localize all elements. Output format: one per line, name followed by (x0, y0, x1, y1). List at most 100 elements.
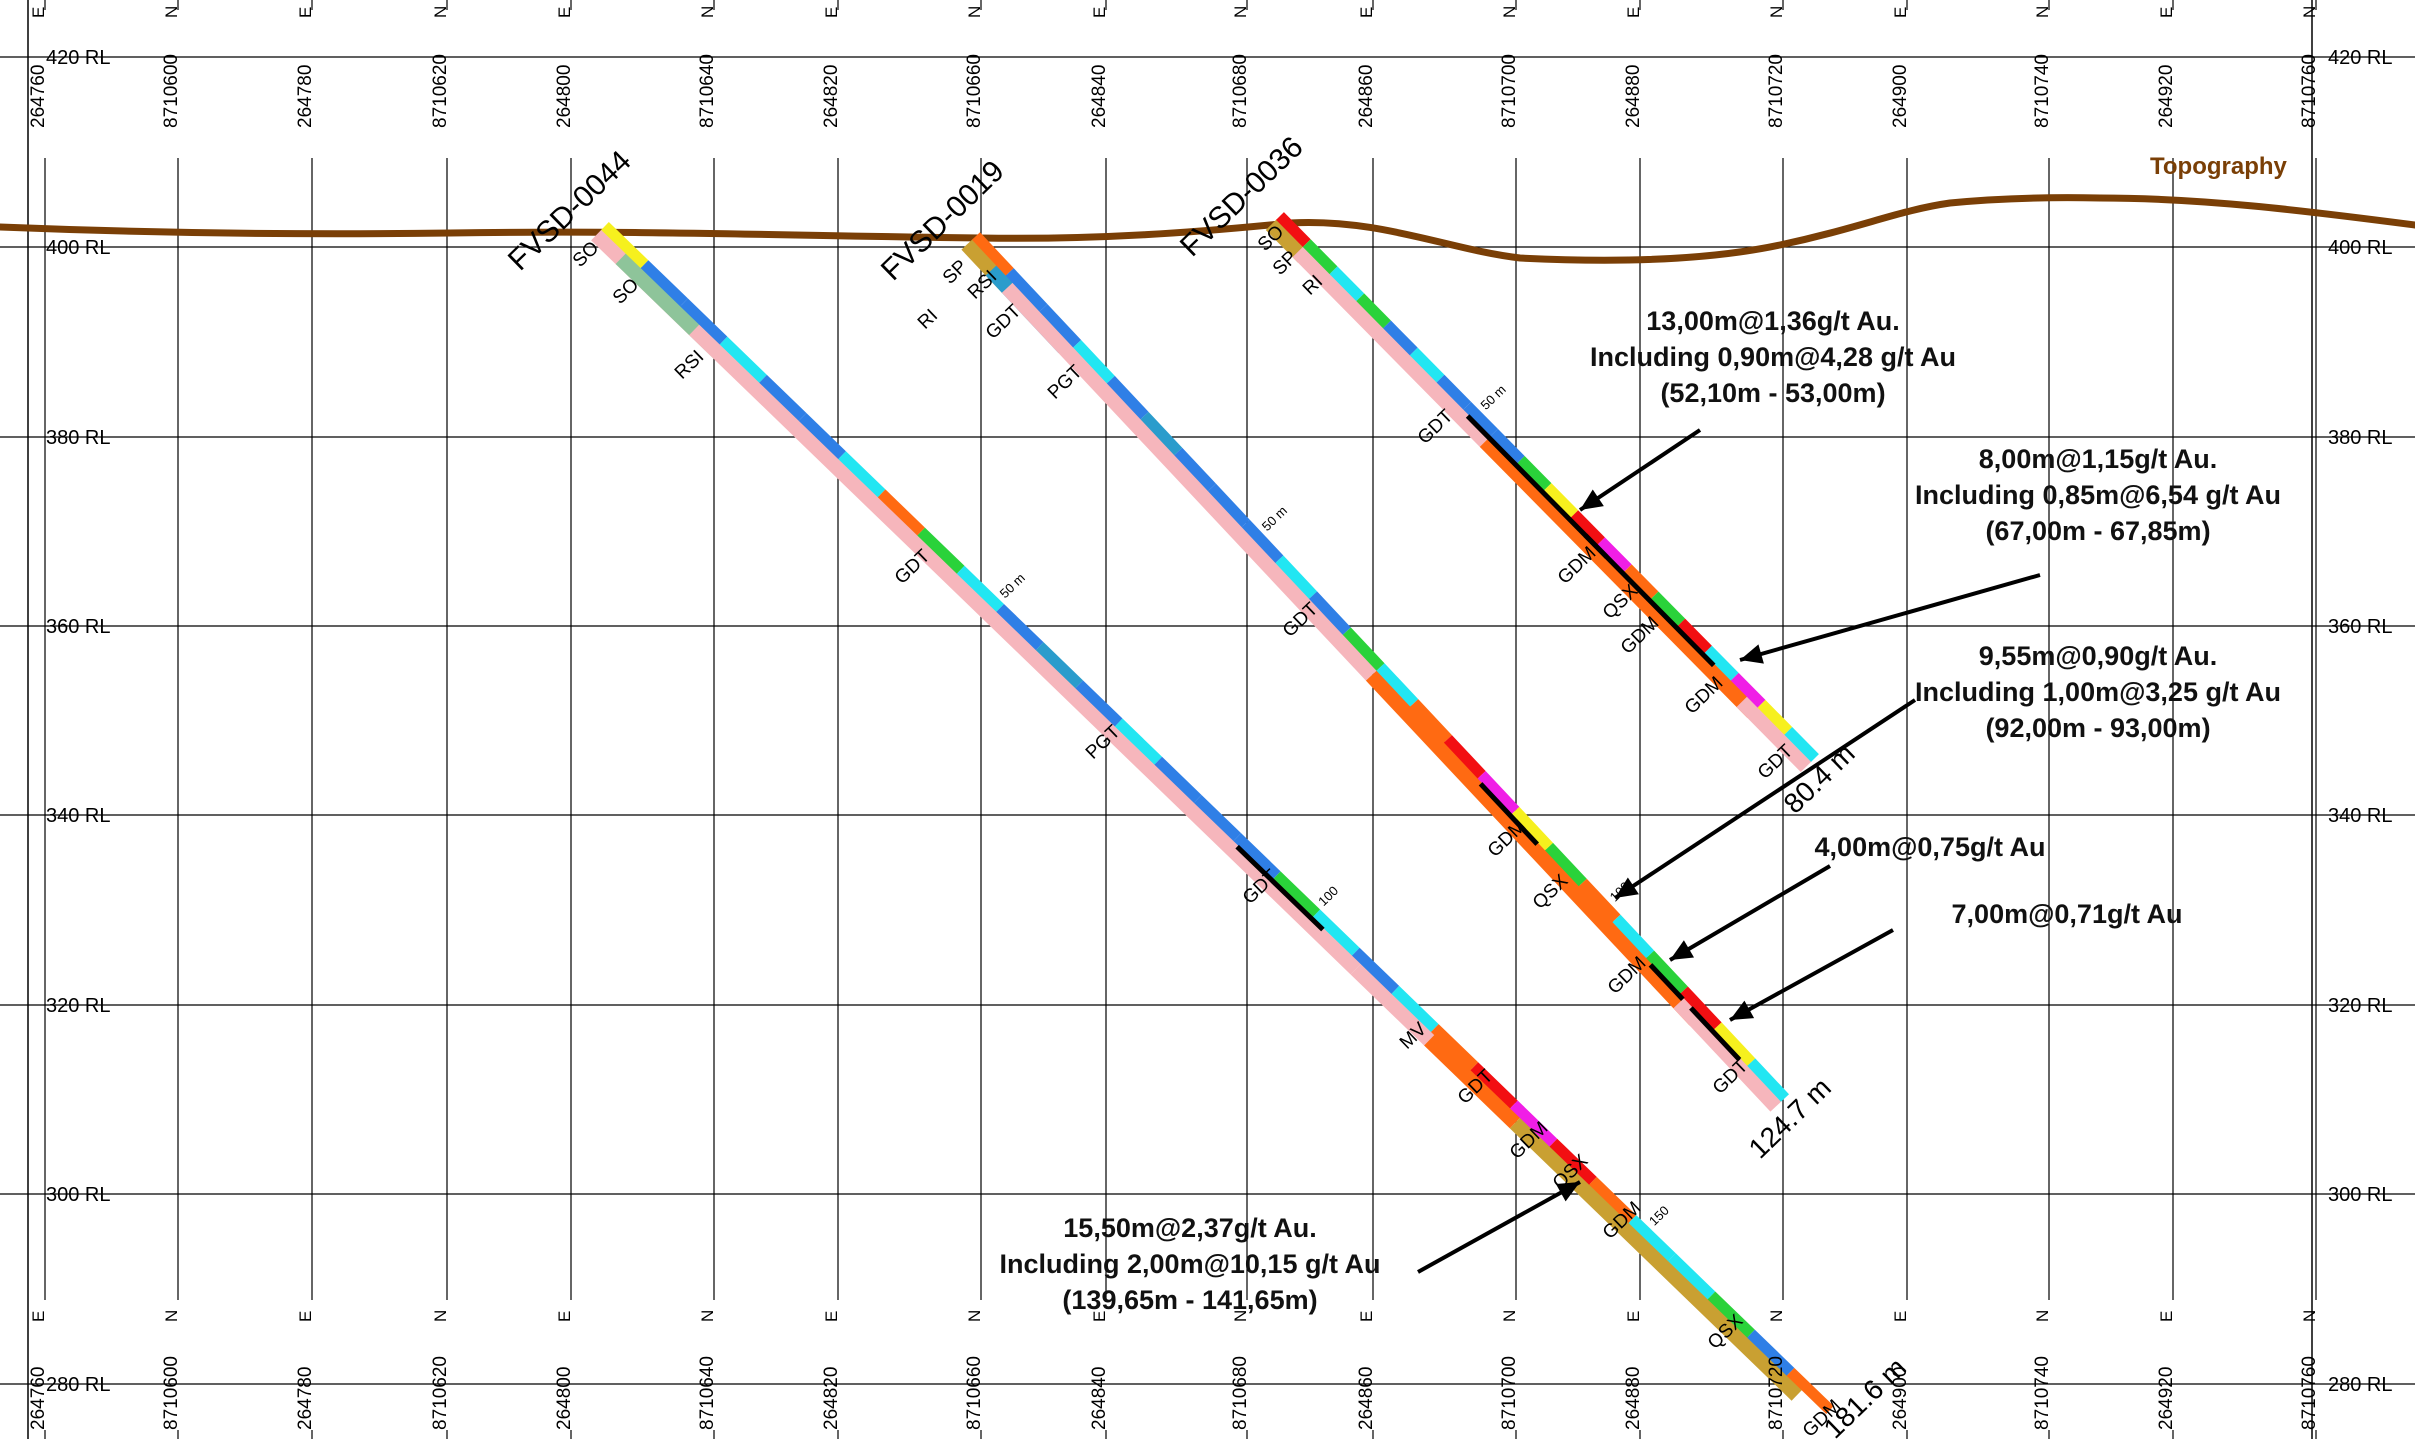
coord-label-top: 264880 (1623, 65, 1644, 128)
coord-label-bottom: 8710640 (697, 1356, 718, 1430)
annotation-line: 4,00m@0,75g/t Au (1815, 832, 2046, 862)
coord-dir-bottom: N (2300, 1310, 2319, 1322)
assay-segment (601, 222, 649, 269)
coord-label-top: 264800 (554, 65, 575, 128)
rl-label-left: 300 RL (46, 1184, 111, 1206)
intercept-highlight (1689, 1006, 1742, 1062)
coord-dir-bottom: N (1231, 1310, 1250, 1322)
coord-dir-top: N (431, 6, 450, 18)
intercept-annotation: 15,50m@2,37g/t Au. Including 2,00m@10,15 … (1000, 1180, 1581, 1315)
coord-dir-bottom: N (1500, 1310, 1519, 1322)
assay-segment (1431, 1024, 1479, 1071)
coord-dir-top: E (1624, 7, 1643, 18)
coord-dir-bottom: E (822, 1311, 841, 1322)
coord-label-bottom: 264860 (1356, 1367, 1377, 1430)
coord-dir-bottom: E (2157, 1311, 2176, 1322)
coord-label-top: 264900 (1890, 65, 1911, 128)
annotation-line: Including 0,90m@4,28 g/t Au (1590, 342, 1956, 372)
rl-label-right: 340 RL (2328, 805, 2393, 827)
coord-label-bottom: 8710680 (1230, 1356, 1251, 1430)
topography-surface (0, 194, 2415, 264)
coord-dir-bottom: N (431, 1310, 450, 1322)
assay-segment (1342, 627, 1385, 671)
coord-label-bottom: 8710720 (1766, 1356, 1787, 1430)
topography-label: Topography (2150, 153, 2288, 180)
coord-label-top: 264820 (821, 65, 842, 128)
rl-label-right: 400 RL (2328, 237, 2393, 259)
assay-segment (1039, 304, 1082, 348)
rl-label-left: 320 RL (46, 995, 111, 1017)
intercept-highlight (1478, 782, 1540, 846)
coord-dir-bottom: E (555, 1311, 574, 1322)
coord-label-top: 264840 (1089, 65, 1110, 128)
coord-label-bottom: 264840 (1089, 1367, 1110, 1430)
assay-segment (1391, 985, 1439, 1033)
coord-label-bottom: 8710760 (2299, 1356, 2320, 1430)
intercept-annotations: 13,00m@1,36g/t Au. Including 0,90m@4,28 g… (1000, 306, 2281, 1315)
coord-dir-top: N (162, 6, 181, 18)
annotation-line: 7,00m@0,71g/t Au (1952, 899, 2183, 929)
intercept-annotation: 13,00m@1,36g/t Au. Including 0,90m@4,28 g… (1578, 306, 1956, 512)
assay-segment (1470, 1062, 1518, 1109)
assay-segment (838, 451, 886, 498)
coord-dir-top: N (1500, 6, 1519, 18)
arrowhead-icon (1670, 940, 1695, 960)
intercept-highlight (1465, 414, 1609, 559)
assay-segment (1570, 510, 1605, 546)
assay-segment (1463, 401, 1498, 437)
annotation-line: (92,00m - 93,00m) (1985, 713, 2210, 743)
coord-label-top: 8710680 (1230, 54, 1251, 128)
assay-segment (1275, 555, 1318, 599)
assay-segment (1477, 770, 1520, 815)
annotation-arrow (1613, 698, 1917, 900)
coord-dir-bottom: N (698, 1310, 717, 1322)
intercept-annotation: 8,00m@1,15g/t Au. Including 0,85m@6,54 g/… (1739, 444, 2281, 664)
assay-segment (1713, 1022, 1756, 1066)
coord-label-top: 8710700 (1499, 54, 1520, 128)
assay-segment (1747, 1329, 1795, 1376)
arrowhead-icon (1555, 1182, 1580, 1202)
coord-label-bottom: 264920 (2156, 1367, 2177, 1430)
assay-segment (1193, 794, 1242, 842)
assay-segment (1436, 374, 1472, 410)
coord-label-top: 8710720 (1766, 54, 1787, 128)
assay-segment (877, 489, 925, 536)
coord-dir-bottom: N (162, 1310, 181, 1322)
rl-label-right: 380 RL (2328, 427, 2393, 449)
coord-label-bottom: 8710620 (430, 1356, 451, 1430)
lithology-ribbon (1424, 1033, 1521, 1129)
coord-label-bottom: 8710700 (1499, 1356, 1520, 1430)
intercept-annotation: 4,00m@0,75g/t Au (1668, 832, 2046, 962)
annotation-line: 13,00m@1,36g/t Au. (1646, 306, 1899, 336)
coord-label-top: 8710740 (2032, 54, 2053, 128)
rl-label-left: 360 RL (46, 616, 111, 638)
coord-dir-top: E (29, 7, 48, 18)
coord-label-bottom: 264900 (1890, 1367, 1911, 1430)
coord-label-top: 8710640 (697, 54, 718, 128)
annotation-line: Including 0,85m@6,54 g/t Au (1915, 480, 2281, 510)
coord-dir-top: E (1891, 7, 1910, 18)
rl-label-left: 280 RL (46, 1374, 111, 1396)
coord-dir-bottom: E (29, 1311, 48, 1322)
assay-segment (1646, 950, 1688, 995)
annotation-line: (67,00m - 67,85m) (1985, 516, 2210, 546)
coord-dir-bottom: E (1090, 1311, 1109, 1322)
assay-segment (1516, 456, 1552, 491)
coord-dir-bottom: N (965, 1310, 984, 1322)
coord-label-bottom: 8710740 (2032, 1356, 2053, 1430)
arrowhead-icon (1740, 644, 1764, 664)
assay-segment (1233, 833, 1281, 880)
assay-segment (1511, 806, 1554, 851)
assay-segment (1276, 212, 1311, 247)
coord-label-top: 8710620 (430, 54, 451, 128)
annotation-line: 15,50m@2,37g/t Au. (1063, 1213, 1316, 1243)
assay-segment (1679, 986, 1722, 1030)
annotation-line: (52,10m - 53,00m) (1660, 378, 1885, 408)
assay-segment (1329, 266, 1365, 302)
rl-label-right: 300 RL (2328, 1184, 2393, 1206)
assay-segment (1376, 663, 1419, 707)
assay-segment (1174, 447, 1216, 492)
coord-label-bottom: 8710600 (161, 1356, 182, 1430)
annotation-line: Including 2,00m@10,15 g/t Au (1000, 1249, 1381, 1279)
